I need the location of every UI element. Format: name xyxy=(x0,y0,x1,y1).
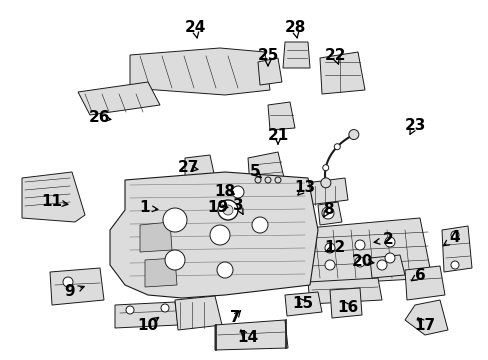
Polygon shape xyxy=(110,172,317,298)
Circle shape xyxy=(126,306,134,314)
Text: 16: 16 xyxy=(337,301,358,315)
Polygon shape xyxy=(227,183,249,202)
Text: 13: 13 xyxy=(294,180,315,195)
Polygon shape xyxy=(307,278,381,304)
Polygon shape xyxy=(289,178,347,207)
Text: 22: 22 xyxy=(324,48,345,63)
Text: 7: 7 xyxy=(229,310,240,324)
Circle shape xyxy=(354,257,364,267)
Text: 23: 23 xyxy=(404,117,425,132)
Circle shape xyxy=(254,177,261,183)
Text: 21: 21 xyxy=(267,127,288,143)
Polygon shape xyxy=(247,152,285,186)
Text: 14: 14 xyxy=(237,330,258,346)
Text: 8: 8 xyxy=(322,202,333,217)
Text: 5: 5 xyxy=(249,165,260,180)
Text: 18: 18 xyxy=(214,184,235,199)
Circle shape xyxy=(164,250,184,270)
Circle shape xyxy=(217,262,232,278)
Polygon shape xyxy=(283,42,309,68)
Text: 6: 6 xyxy=(414,267,425,283)
Text: 28: 28 xyxy=(284,21,305,36)
Text: 4: 4 xyxy=(449,230,459,246)
Text: 9: 9 xyxy=(64,284,75,300)
Circle shape xyxy=(354,240,364,250)
Text: 12: 12 xyxy=(324,240,345,256)
Circle shape xyxy=(320,178,330,188)
Polygon shape xyxy=(369,255,404,278)
Polygon shape xyxy=(215,320,287,350)
Text: 1: 1 xyxy=(140,201,150,216)
Circle shape xyxy=(209,225,229,245)
Circle shape xyxy=(218,200,238,220)
Circle shape xyxy=(264,177,270,183)
Circle shape xyxy=(450,231,458,239)
Circle shape xyxy=(384,237,394,247)
Text: 11: 11 xyxy=(41,194,62,210)
Text: 20: 20 xyxy=(350,255,372,270)
Polygon shape xyxy=(175,296,222,330)
Text: 24: 24 xyxy=(184,21,205,36)
Circle shape xyxy=(348,130,358,140)
Polygon shape xyxy=(258,58,282,85)
Polygon shape xyxy=(130,48,269,95)
Text: 15: 15 xyxy=(292,296,313,310)
Circle shape xyxy=(325,243,334,253)
Polygon shape xyxy=(404,300,447,335)
Text: 25: 25 xyxy=(257,48,278,63)
Circle shape xyxy=(325,260,334,270)
Polygon shape xyxy=(404,266,444,300)
Text: 19: 19 xyxy=(207,201,228,216)
Circle shape xyxy=(161,304,169,312)
Polygon shape xyxy=(50,268,104,305)
Circle shape xyxy=(322,165,328,171)
Circle shape xyxy=(450,261,458,269)
Circle shape xyxy=(274,177,281,183)
Circle shape xyxy=(231,186,244,198)
Circle shape xyxy=(376,260,386,270)
Polygon shape xyxy=(329,288,361,318)
Polygon shape xyxy=(227,208,271,232)
Text: 27: 27 xyxy=(177,161,198,175)
Polygon shape xyxy=(285,292,321,316)
Circle shape xyxy=(63,277,73,287)
Text: 3: 3 xyxy=(232,198,243,212)
Polygon shape xyxy=(441,226,471,272)
Text: 26: 26 xyxy=(89,111,110,126)
Text: 10: 10 xyxy=(137,318,158,333)
Polygon shape xyxy=(140,222,172,252)
Polygon shape xyxy=(78,82,160,115)
Circle shape xyxy=(321,207,333,219)
Text: 2: 2 xyxy=(382,233,392,248)
Polygon shape xyxy=(145,258,177,287)
Polygon shape xyxy=(317,202,341,225)
Polygon shape xyxy=(115,302,178,328)
Text: 17: 17 xyxy=(414,318,435,333)
Circle shape xyxy=(251,217,267,233)
Circle shape xyxy=(334,144,340,150)
Polygon shape xyxy=(184,155,215,182)
Polygon shape xyxy=(267,102,294,130)
Circle shape xyxy=(223,205,232,215)
Polygon shape xyxy=(22,172,85,222)
Polygon shape xyxy=(307,218,431,285)
Circle shape xyxy=(384,253,394,263)
Polygon shape xyxy=(319,52,364,94)
Circle shape xyxy=(163,208,186,232)
